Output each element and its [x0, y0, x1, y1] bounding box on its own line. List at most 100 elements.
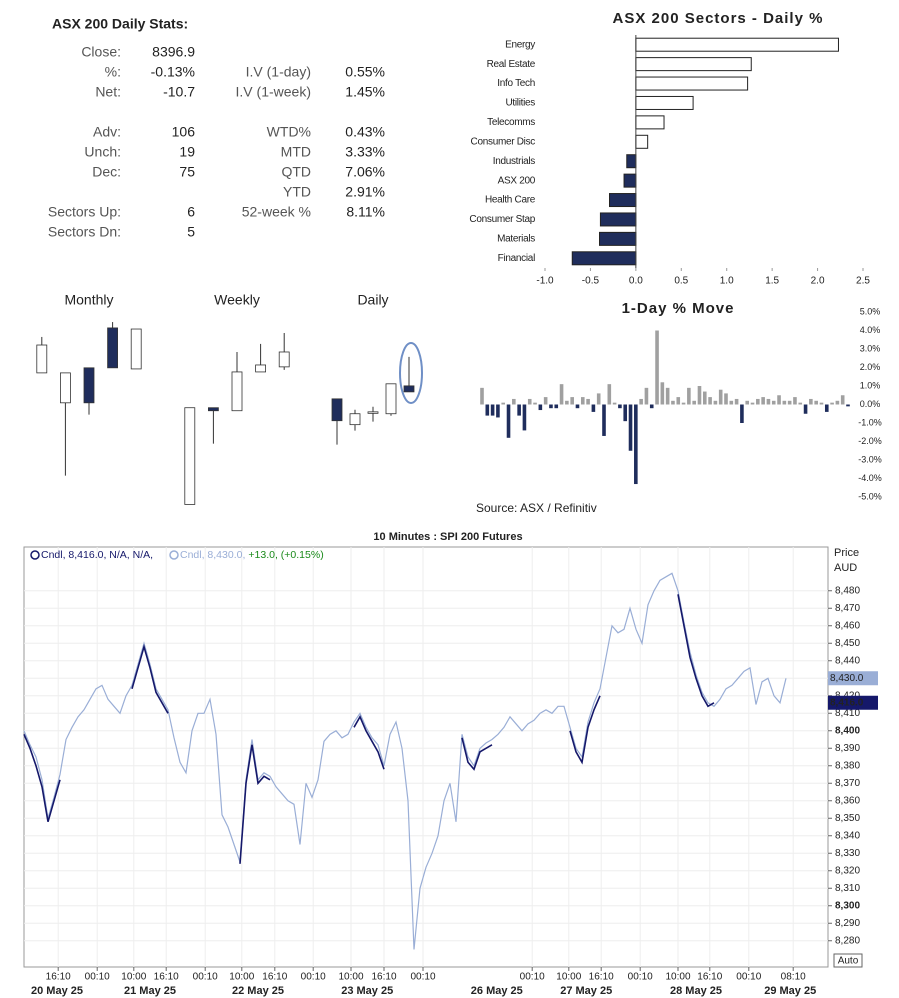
stat-label: I.V (1-day): [246, 64, 311, 80]
x-tick-label: 2.5: [856, 276, 870, 287]
candle-body: [83, 367, 95, 404]
candle-body: [130, 328, 142, 370]
date-label: 28 May 25: [670, 985, 722, 997]
bar: [771, 400, 776, 405]
y-tick-label: 8,410: [835, 708, 860, 719]
candle-body: [255, 364, 267, 373]
y-tick-label: 2.0%: [860, 362, 881, 372]
auto-button-label[interactable]: Auto: [838, 956, 859, 967]
x-tick-label: 2.0: [811, 276, 825, 287]
price-line: [23, 594, 715, 864]
x-tick-label: 16:10: [697, 972, 722, 983]
candle-body: [36, 344, 48, 374]
category-label: Telecomms: [487, 117, 535, 128]
date-label: 20 May 25: [31, 985, 83, 997]
chart-title: 10 Minutes : SPI 200 Futures: [373, 531, 522, 543]
stat-label: Close:: [81, 44, 121, 60]
stat-value: 0.43%: [345, 124, 385, 140]
bar: [708, 397, 712, 405]
bar: [517, 404, 521, 416]
x-tick-label: 16:10: [154, 972, 179, 983]
bar: [793, 397, 797, 405]
date-label: 21 May 25: [124, 985, 176, 997]
auto-button[interactable]: [833, 953, 863, 968]
stat-label: MTD: [281, 144, 311, 160]
stat-value: 7.06%: [345, 164, 385, 180]
stat-label: QTD: [281, 164, 311, 180]
x-tick-label: 08:10: [781, 972, 806, 983]
x-tick-label: 10:00: [229, 972, 254, 983]
category-label: ASX 200: [498, 175, 536, 186]
y-tick-label: 0.0%: [860, 399, 881, 409]
x-tick-label: 1.5: [765, 276, 779, 287]
y-tick-label: -2.0%: [858, 436, 882, 446]
y-tick-label: -5.0%: [858, 491, 882, 501]
y-tick-label: -3.0%: [858, 454, 882, 464]
y-axis-unit: AUD: [834, 562, 857, 574]
category-label: Financial: [498, 253, 535, 264]
stat-value: 106: [172, 124, 196, 140]
bar: [697, 386, 702, 405]
candle-body: [184, 407, 196, 505]
bar: [745, 400, 750, 405]
bar: [496, 404, 500, 418]
bar: [761, 397, 765, 405]
date-label: 22 May 25: [232, 985, 284, 997]
stat-value: 1.45%: [345, 84, 385, 100]
candle-body: [207, 407, 219, 412]
last-value-tag: [828, 695, 878, 710]
bar: [527, 398, 532, 405]
y-tick-label: 8,280: [835, 935, 860, 946]
chart-title: Daily: [357, 292, 388, 308]
stat-value: 8.11%: [346, 204, 385, 220]
bar: [599, 231, 637, 246]
plot-frame: [23, 546, 829, 968]
bar: [623, 404, 628, 422]
stat-label: 52-week %: [242, 204, 311, 220]
x-tick-label: 10:00: [665, 972, 690, 983]
candle-body: [385, 383, 397, 415]
bar: [740, 404, 744, 423]
y-tick-label: 3.0%: [860, 343, 881, 353]
x-tick-label: 0.0: [629, 276, 643, 287]
bar: [609, 193, 637, 208]
date-label: 23 May 25: [341, 985, 393, 997]
bar: [635, 57, 752, 72]
x-tick-label: 00:10: [193, 972, 218, 983]
bar: [599, 212, 637, 227]
x-tick-label: 16:10: [371, 972, 396, 983]
bar: [618, 404, 622, 409]
bar: [830, 402, 834, 405]
legend-entry: Cndl, 8,416.0, N/A, N/A,: [41, 549, 153, 561]
y-tick-label: 8,300: [835, 900, 860, 911]
bar: [665, 387, 670, 405]
candle-body: [331, 398, 343, 422]
bar: [835, 400, 840, 405]
bar: [846, 404, 850, 407]
y-tick-label: 8,330: [835, 848, 860, 859]
x-tick-label: 10:00: [556, 972, 581, 983]
stat-value: 5: [187, 224, 195, 240]
bar: [635, 76, 749, 91]
bar: [809, 398, 813, 405]
y-tick-label: 8,370: [835, 778, 860, 789]
bar: [718, 389, 723, 405]
bar: [819, 402, 824, 405]
bar: [655, 330, 659, 405]
x-tick-label: 00:10: [301, 972, 326, 983]
category-label: Consumer Stap: [469, 214, 535, 225]
stat-value: 8396.9: [152, 44, 195, 60]
bar: [724, 393, 728, 405]
last-value-label: 8,430.0: [830, 673, 864, 684]
bar: [777, 395, 781, 405]
bar: [635, 37, 839, 52]
category-label: Real Estate: [487, 59, 536, 70]
stat-value: 2.91%: [345, 184, 385, 200]
bar: [501, 402, 506, 405]
x-tick-label: 16:10: [589, 972, 614, 983]
bar: [635, 115, 665, 130]
source-note: Source: ASX / Refinitiv: [476, 501, 597, 515]
category-label: Health Care: [485, 195, 536, 206]
bar: [554, 404, 559, 409]
